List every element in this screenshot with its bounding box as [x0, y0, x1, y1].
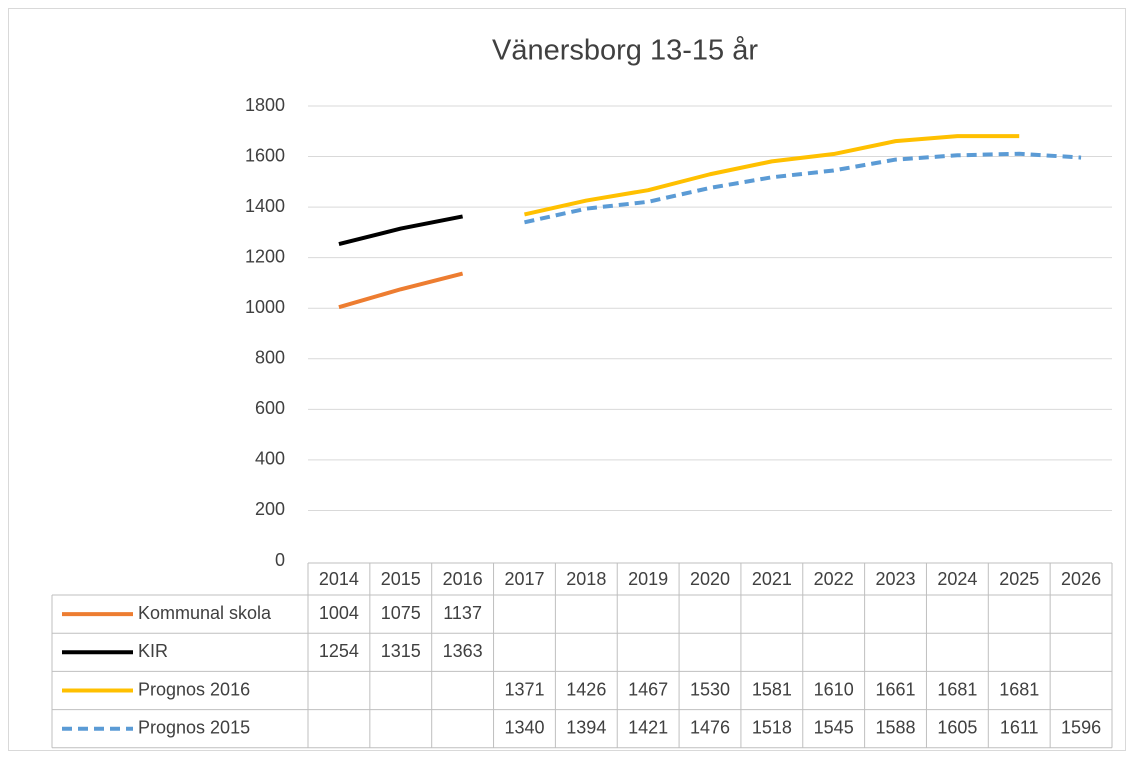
y-tick-label: 600: [255, 398, 285, 418]
chart-border: [8, 8, 1126, 751]
table-value: 1421: [628, 717, 668, 737]
x-tick-label: 2021: [752, 569, 792, 589]
table-value: 1004: [319, 603, 359, 623]
table-value: 1363: [443, 641, 483, 661]
y-tick-label: 800: [255, 348, 285, 368]
table-value: 1588: [876, 717, 916, 737]
table-value: 1681: [937, 679, 977, 699]
table-value: 1467: [628, 679, 668, 699]
table-value: 1605: [937, 717, 977, 737]
table-value: 1596: [1061, 717, 1101, 737]
table-value: 1137: [443, 603, 482, 623]
table-value: 1075: [381, 603, 421, 623]
x-tick-label: 2024: [937, 569, 977, 589]
table-value: 1518: [752, 717, 792, 737]
table-value: 1611: [1000, 717, 1039, 737]
table-value: 1315: [381, 641, 421, 661]
y-tick-label: 400: [255, 449, 285, 469]
y-tick-label: 1400: [245, 196, 285, 216]
table-value: 1581: [752, 679, 792, 699]
table-value: 1371: [504, 679, 544, 699]
series-line: [338, 271, 464, 310]
y-tick-label: 0: [275, 550, 285, 570]
table-value: 1476: [690, 717, 730, 737]
x-tick-label: 2018: [566, 569, 606, 589]
table-value: 1661: [876, 679, 916, 699]
chart-title: Vänersborg 13-15 år: [492, 35, 758, 67]
x-tick-label: 2023: [876, 569, 916, 589]
series-line: [338, 214, 464, 246]
y-tick-label: 1000: [245, 297, 285, 317]
x-tick-label: 2020: [690, 569, 730, 589]
legend-label: KIR: [138, 641, 168, 661]
table-value: 1340: [504, 717, 544, 737]
x-tick-label: 2025: [999, 569, 1039, 589]
table-value: 1681: [999, 679, 1039, 699]
series-line: [524, 151, 1082, 225]
table-value: 1426: [566, 679, 606, 699]
x-tick-label: 2022: [814, 569, 854, 589]
x-tick-label: 2015: [381, 569, 421, 589]
series-line: [524, 134, 1020, 217]
x-tick-label: 2019: [628, 569, 668, 589]
legend-label: Kommunal skola: [138, 603, 272, 623]
legend-label: Prognos 2015: [138, 717, 250, 737]
table-value: 1610: [814, 679, 854, 699]
x-tick-label: 2017: [504, 569, 544, 589]
y-tick-label: 200: [255, 499, 285, 519]
x-tick-label: 2016: [443, 569, 483, 589]
y-tick-label: 1600: [245, 145, 285, 165]
table-value: 1530: [690, 679, 730, 699]
table-value: 1545: [814, 717, 854, 737]
x-tick-label: 2026: [1061, 569, 1101, 589]
legend-label: Prognos 2016: [138, 679, 250, 699]
y-tick-label: 1200: [245, 246, 285, 266]
table-value: 1254: [319, 641, 359, 661]
table-value: 1394: [566, 717, 606, 737]
x-tick-label: 2014: [319, 569, 359, 589]
y-tick-label: 1800: [245, 95, 285, 115]
